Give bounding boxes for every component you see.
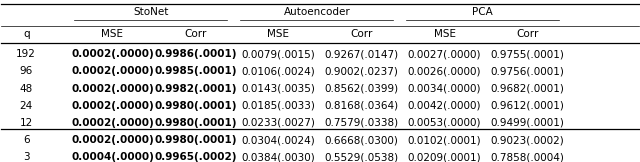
Text: 12: 12	[20, 118, 33, 128]
Text: 0.6668(.0300): 0.6668(.0300)	[324, 135, 399, 145]
Text: 0.7579(.0338): 0.7579(.0338)	[324, 118, 399, 128]
Text: 0.0384(.0030): 0.0384(.0030)	[242, 152, 316, 162]
Text: 48: 48	[20, 84, 33, 94]
Text: Corr: Corr	[516, 29, 539, 39]
Text: 3: 3	[23, 152, 29, 162]
Text: 0.9756(.0001): 0.9756(.0001)	[491, 66, 564, 76]
Text: 0.9965(.0002): 0.9965(.0002)	[154, 152, 237, 162]
Text: 0.8168(.0364): 0.8168(.0364)	[324, 101, 399, 111]
Text: 0.0209(.0001): 0.0209(.0001)	[408, 152, 481, 162]
Text: 0.9267(.0147): 0.9267(.0147)	[324, 49, 399, 59]
Text: 0.8562(.0399): 0.8562(.0399)	[324, 84, 399, 94]
Text: 0.0027(.0000): 0.0027(.0000)	[408, 49, 481, 59]
Text: 0.9980(.0001): 0.9980(.0001)	[154, 135, 237, 145]
Text: 0.0002(.0000): 0.0002(.0000)	[71, 118, 154, 128]
Text: 0.9986(.0001): 0.9986(.0001)	[154, 49, 237, 59]
Text: StoNet: StoNet	[133, 7, 168, 17]
Text: 0.0002(.0000): 0.0002(.0000)	[71, 101, 154, 111]
Text: Autoencoder: Autoencoder	[284, 7, 350, 17]
Text: 0.9612(.0001): 0.9612(.0001)	[491, 101, 564, 111]
Text: 0.7858(.0004): 0.7858(.0004)	[491, 152, 564, 162]
Text: 0.0102(.0001): 0.0102(.0001)	[408, 135, 481, 145]
Text: 0.0002(.0000): 0.0002(.0000)	[71, 49, 154, 59]
Text: 0.0002(.0000): 0.0002(.0000)	[71, 84, 154, 94]
Text: 0.0034(.0000): 0.0034(.0000)	[408, 84, 481, 94]
Text: MSE: MSE	[102, 29, 124, 39]
Text: q: q	[23, 29, 29, 39]
Text: Corr: Corr	[350, 29, 372, 39]
Text: 6: 6	[23, 135, 29, 145]
Text: MSE: MSE	[268, 29, 289, 39]
Text: MSE: MSE	[433, 29, 456, 39]
Text: 0.9499(.0001): 0.9499(.0001)	[491, 118, 564, 128]
Text: 0.0042(.0000): 0.0042(.0000)	[408, 101, 481, 111]
Text: 0.9980(.0001): 0.9980(.0001)	[154, 101, 237, 111]
Text: 0.0233(.0027): 0.0233(.0027)	[241, 118, 316, 128]
Text: 0.9755(.0001): 0.9755(.0001)	[491, 49, 564, 59]
Text: 0.0106(.0024): 0.0106(.0024)	[242, 66, 316, 76]
Text: 0.0079(.0015): 0.0079(.0015)	[242, 49, 316, 59]
Text: 0.0185(.0033): 0.0185(.0033)	[241, 101, 316, 111]
Text: 0.0002(.0000): 0.0002(.0000)	[71, 135, 154, 145]
Text: 192: 192	[16, 49, 36, 59]
Text: 0.5529(.0538): 0.5529(.0538)	[324, 152, 399, 162]
Text: 0.9980(.0001): 0.9980(.0001)	[154, 118, 237, 128]
Text: 24: 24	[20, 101, 33, 111]
Text: 96: 96	[20, 66, 33, 76]
Text: 0.0004(.0000): 0.0004(.0000)	[71, 152, 154, 162]
Text: 0.9002(.0237): 0.9002(.0237)	[324, 66, 399, 76]
Text: 0.0053(.0000): 0.0053(.0000)	[408, 118, 481, 128]
Text: 0.9982(.0001): 0.9982(.0001)	[154, 84, 237, 94]
Text: 0.0304(.0024): 0.0304(.0024)	[242, 135, 316, 145]
Text: 0.9985(.0001): 0.9985(.0001)	[154, 66, 237, 76]
Text: 0.0026(.0000): 0.0026(.0000)	[408, 66, 481, 76]
Text: 0.0002(.0000): 0.0002(.0000)	[71, 66, 154, 76]
Text: PCA: PCA	[472, 7, 493, 17]
Text: 0.9023(.0002): 0.9023(.0002)	[491, 135, 564, 145]
Text: 0.9682(.0001): 0.9682(.0001)	[491, 84, 564, 94]
Text: Corr: Corr	[184, 29, 207, 39]
Text: 0.0143(.0035): 0.0143(.0035)	[241, 84, 316, 94]
